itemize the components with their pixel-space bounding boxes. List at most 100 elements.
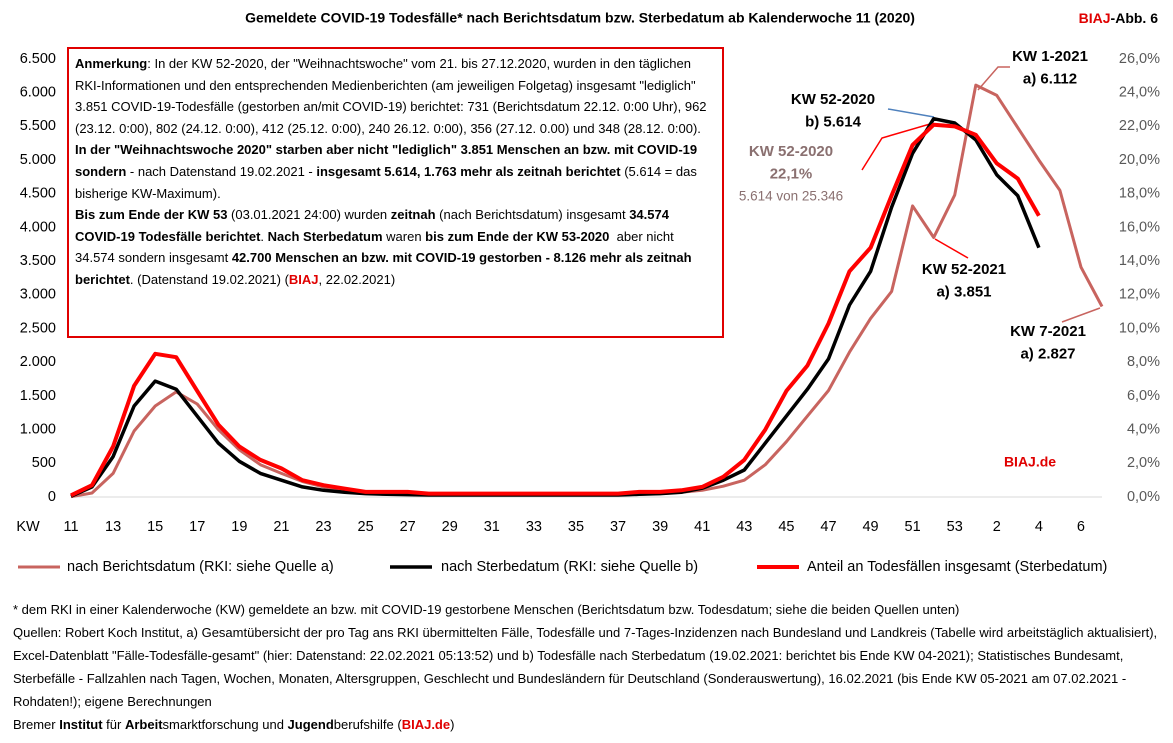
x-axis-label: KW [16,519,40,535]
y2-tick-label: 6,0% [1127,388,1160,404]
paragraph: Bremer Institut für Arbeitsmarktforschun… [13,713,1165,736]
text-run: (5.614 = das bisherige KW-Maximum). [75,163,701,201]
y2-tick-label: 18,0% [1119,186,1160,202]
y-tick-label: 3.500 [20,253,56,269]
text-run: Anmerkung [75,56,148,71]
paragraph: Anmerkung: In der KW 52-2020, der "Weihn… [75,53,716,204]
text-run: Bis zum Ende der KW 53 [75,207,228,223]
y-tick-label: 6.000 [20,85,56,101]
y-tick-label: 1.500 [20,388,56,404]
x-tick-label: 11 [63,519,78,535]
y-tick-label: 4.500 [20,186,56,202]
y2-tick-label: 8,0% [1127,354,1160,370]
y-tick-label: 2.500 [20,320,56,336]
x-tick-label: 35 [568,519,584,535]
x-tick-label: 19 [231,519,247,535]
y2-tick-label: 22,0% [1119,118,1160,134]
text-run: 42.700 Menschen an bzw. mit COVID-19 ges… [75,250,696,287]
y2-tick-label: 10,0% [1119,320,1160,336]
text-run: waren [382,228,426,244]
x-tick-label: 25 [358,519,374,535]
text-run: : In der KW 52-2020, der "Weihnachtswoch… [75,56,711,136]
y-tick-label: 0 [48,489,56,505]
figure-label: BIAJ-Abb. 6 [1079,10,1159,26]
y2-tick-label: 16,0% [1119,219,1160,235]
annotation: a) 6.112 [1023,70,1077,87]
text-run: Quellen: Robert Koch Institut, a) Gesamt… [13,625,1161,709]
text-run: Arbeit [124,717,163,732]
x-tick-label: 51 [905,519,921,535]
connector [1061,307,1101,323]
note-box: Anmerkung: In der KW 52-2020, der "Weihn… [67,47,724,338]
annotation-connectors [861,66,1101,323]
text-run: aber nicht 34.574 sondern insgesamt [75,228,678,266]
x-tick-label: 13 [105,519,121,535]
watermark: BIAJ.de [1004,454,1056,470]
x-tick-label: 49 [862,519,878,535]
legend-label: nach Sterbedatum (RKI: siehe Quelle b) [441,559,698,575]
annotation: KW 52-2020 [791,91,875,108]
text-run: berufshilfe ( [333,717,402,732]
text-run: bis zum Ende der KW 53-2020 [425,228,610,244]
y-tick-label: 3.000 [20,287,56,303]
x-tick-label: 53 [947,519,963,535]
x-tick-label: 41 [694,519,710,535]
paragraph: Quellen: Robert Koch Institut, a) Gesamt… [13,621,1165,713]
text-run: Nach Sterbedatum [267,228,383,244]
y-tick-label: 6.500 [20,51,56,67]
x-tick-label: 43 [736,519,752,535]
footer: * dem RKI in einer Kalenderwoche (KW) ge… [13,598,1165,736]
brand: BIAJ [1079,10,1111,26]
series-line [70,122,1041,498]
legend-label: Anteil an Todesfällen insgesamt (Sterbed… [807,559,1107,575]
annotation: b) 5.614 [805,113,862,130]
x-tick-label: 37 [610,519,626,535]
text-run: In der "Weihnachtswoche 2020" starben ab… [75,142,701,179]
x-tick-label: 17 [189,519,205,535]
connector [861,123,931,171]
y2-tick-label: 12,0% [1119,287,1160,303]
annotation: KW 1-2021 [1012,48,1088,65]
text-run: - nach Datenstand 19.02.2021 - [126,163,317,179]
y2-tick-label: 24,0% [1119,85,1160,101]
x-tick-label: 39 [652,519,668,535]
x-tick-label: 23 [315,519,331,535]
connector [934,238,969,259]
text-run: . [260,228,268,244]
x-tick-label: 21 [273,519,289,535]
text-run: smarktforschung und [162,717,288,732]
text-run: BIAJ [288,271,319,287]
paragraph: Bis zum Ende der KW 53 (03.01.2021 24:00… [75,204,716,290]
annotation: KW 52-2021 [922,261,1006,278]
connector [977,66,1010,91]
annotation: KW 52-2020 [749,143,833,160]
x-tick-label: 15 [147,519,163,535]
x-tick-label: 27 [400,519,416,535]
y-tick-label: 5.000 [20,152,56,168]
annotation: 22,1% [770,165,813,182]
y2-tick-label: 4,0% [1127,421,1160,437]
legend-label: nach Berichtsdatum (RKI: siehe Quelle a) [67,559,334,575]
y-tick-label: 5.500 [20,118,56,134]
y-tick-label: 4.000 [20,219,56,235]
annotation: a) 3.851 [936,283,991,300]
x-tick-label: 2 [993,519,1001,535]
y2-tick-label: 20,0% [1119,152,1160,168]
x-tick-label: 29 [442,519,458,535]
text-run: * dem RKI in einer Kalenderwoche (KW) ge… [13,602,960,617]
x-tick-label: 33 [526,519,542,535]
text-run: für [102,717,125,732]
y-tick-label: 1.000 [20,421,56,437]
text-run: , 22.02.2021) [318,271,396,287]
x-tick-label: 45 [778,519,794,535]
annotation: a) 2.827 [1020,345,1075,362]
text-run: Bremer [13,717,60,732]
y2-tick-label: 14,0% [1119,253,1160,269]
figure-number: -Abb. 6 [1111,10,1159,26]
text-run: Institut [59,717,103,732]
text-run: . (Datenstand 19.02.2021) ( [129,271,289,287]
x-tick-label: 47 [820,519,836,535]
x-tick-label: 6 [1077,519,1085,535]
